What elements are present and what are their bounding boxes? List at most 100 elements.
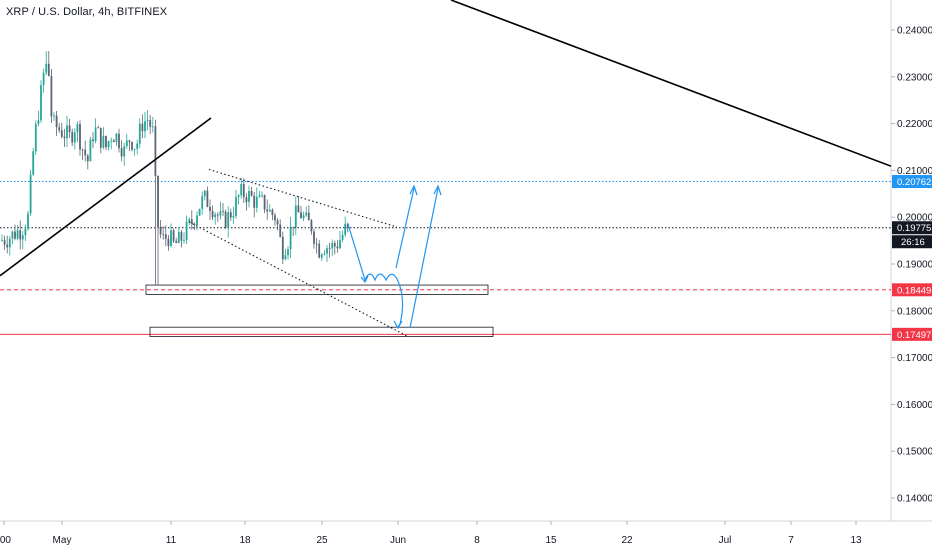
candle [209, 199, 211, 220]
candle [8, 235, 11, 256]
candle [323, 250, 326, 256]
candle [203, 189, 206, 201]
price-label-bg [892, 283, 932, 297]
candle [222, 202, 224, 216]
candle-body [73, 132, 76, 143]
countdown-label: 26:16 [901, 237, 925, 248]
candle [318, 240, 321, 259]
y-tick-label: 0.14000 [897, 494, 932, 505]
candle-body [346, 223, 349, 228]
candle-body [237, 195, 240, 198]
candle [172, 228, 175, 243]
candle-body [162, 234, 165, 236]
candle [151, 116, 154, 133]
candle-body [219, 211, 222, 216]
candle [115, 132, 118, 147]
candle [289, 216, 292, 259]
candle-body [71, 132, 74, 143]
candle-body [279, 224, 282, 237]
candle [76, 121, 79, 143]
candle-body [227, 212, 230, 228]
candle-body [19, 230, 22, 240]
candle [167, 235, 170, 251]
candle-body [102, 135, 105, 148]
candle [242, 178, 245, 204]
x-tick-label: 25 [316, 535, 328, 546]
candle [86, 154, 89, 170]
candle-body [224, 211, 227, 228]
arrowhead-down-2 [393, 320, 403, 330]
projection-path-up-1 [395, 187, 415, 269]
candle [21, 230, 24, 250]
candle-body [297, 205, 300, 213]
candle-body [123, 146, 126, 157]
candle-body [21, 235, 24, 240]
candle [81, 148, 84, 160]
support-zone-upper [145, 284, 489, 295]
candle-body [242, 184, 245, 198]
candle-body [81, 149, 84, 151]
candle [58, 122, 61, 133]
candle [284, 248, 287, 261]
candle-body [203, 190, 206, 197]
price-label-bg [892, 327, 932, 341]
candle-body [157, 175, 159, 227]
y-tick-label: 0.21000 [897, 166, 932, 177]
candle-body [216, 214, 219, 216]
candle [79, 120, 81, 156]
candle-body [115, 133, 118, 143]
candle-body [307, 212, 310, 221]
candle [232, 206, 235, 224]
candle [183, 232, 185, 244]
candle [71, 128, 74, 147]
price-label-tag: 0.17497 [892, 327, 932, 341]
candle [294, 196, 297, 236]
candle [159, 220, 162, 239]
candle [24, 224, 27, 241]
trendline-falling [450, 0, 892, 167]
x-tick-label: 8 [474, 535, 480, 546]
candle-body [188, 219, 191, 222]
candle [141, 114, 144, 139]
candle [201, 191, 204, 215]
candle [32, 147, 35, 177]
candle-body [294, 205, 297, 228]
candle-body [63, 136, 66, 139]
candle-body [222, 211, 224, 213]
candle [250, 187, 253, 197]
candle-body [305, 212, 308, 216]
x-tick-label: :00 [0, 535, 11, 546]
candle-body [183, 239, 185, 241]
price-label-text: 0.18449 [897, 285, 931, 296]
candle [29, 169, 32, 216]
candle-body [271, 209, 274, 216]
candle [37, 110, 40, 127]
candle [154, 119, 157, 286]
y-tick-label: 0.17000 [897, 353, 932, 364]
candle [333, 240, 336, 255]
candle [110, 137, 113, 150]
candle-body [177, 231, 180, 243]
candle [60, 122, 63, 139]
support-zone-lower [149, 326, 494, 337]
candle [146, 110, 149, 131]
candle-body [27, 213, 29, 229]
candle-body [248, 191, 250, 203]
candle [102, 127, 105, 150]
candle-body [107, 141, 110, 148]
chart-title: XRP / U.S. Dollar, 4h, BITFINEX [6, 6, 168, 18]
candle-body [258, 195, 261, 197]
candle [240, 177, 243, 199]
candle-body [34, 123, 37, 152]
candle [92, 132, 94, 149]
candle-body [214, 214, 217, 218]
candle [94, 118, 97, 144]
candle-body [112, 140, 115, 143]
candle-body [120, 148, 123, 157]
candle [313, 228, 315, 249]
price-label-text: 0.20762 [897, 177, 931, 188]
candle-body [315, 243, 318, 245]
candle-body [1, 240, 3, 242]
